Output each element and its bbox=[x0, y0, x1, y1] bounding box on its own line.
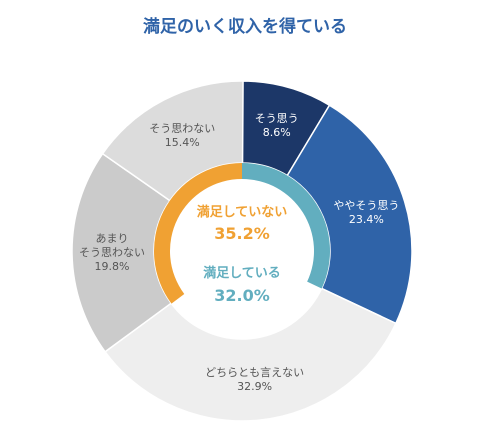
value-label: 32.9% bbox=[237, 380, 273, 394]
segment-label: そう思う 8.6% bbox=[255, 112, 299, 140]
category-label: あまり そう思わない bbox=[79, 231, 145, 259]
segment-label: どちらとも言えない 32.9% bbox=[205, 366, 304, 394]
segment bbox=[104, 287, 397, 422]
inner-category-label: 満足していない bbox=[196, 205, 288, 220]
value-label: 19.8% bbox=[94, 259, 130, 273]
inner-value-label: 35.2% bbox=[214, 224, 270, 243]
segment-label: ややそう思う 23.4% bbox=[333, 199, 399, 227]
inner-category-label: 満足している bbox=[203, 266, 281, 281]
segment-label: あまり そう思わない 19.8% bbox=[79, 232, 145, 274]
category-label: ややそう思う bbox=[333, 199, 400, 213]
chart-title: 満足のいく収入を得ている bbox=[143, 17, 347, 37]
inner-segment bbox=[242, 163, 330, 289]
inner-segment bbox=[154, 163, 242, 304]
inner-value-label: 32.0% bbox=[214, 286, 270, 305]
category-label: そう思う bbox=[254, 111, 299, 125]
category-label: そう思わない bbox=[149, 121, 216, 135]
category-label: どちらとも言えない bbox=[205, 366, 305, 380]
value-label: 8.6% bbox=[262, 125, 291, 139]
segment-label: そう思わない 15.4% bbox=[149, 122, 215, 150]
value-label: 15.4% bbox=[164, 135, 200, 149]
value-label: 23.4% bbox=[348, 213, 384, 227]
